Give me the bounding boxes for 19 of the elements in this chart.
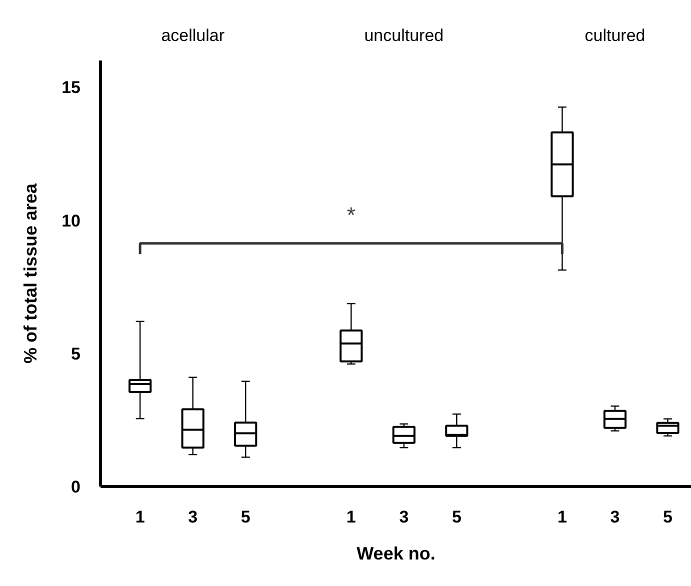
text: cultured	[584, 26, 646, 45]
text: acellular	[161, 26, 225, 45]
x-tick-label: 5	[240, 508, 250, 526]
y-tick-label: 15	[62, 78, 81, 98]
x-tick-label: 1	[557, 508, 567, 526]
annotation: *	[346, 202, 356, 228]
x-tick-label: 5	[663, 508, 672, 526]
x-axis-title: Week no.	[356, 544, 436, 564]
x-tick-label: 1	[135, 508, 145, 526]
y-tick-label: 10	[62, 211, 81, 230]
y-axis-title: % of total tissue area	[20, 182, 41, 364]
x-tick-label: 3	[188, 508, 198, 526]
x-tick-label: 1	[346, 508, 356, 526]
y-tick-label: 0	[71, 478, 81, 496]
x-tick-label: 3	[399, 508, 409, 526]
x-tick-label: 3	[610, 508, 620, 526]
x-tick-label: 5	[452, 508, 462, 526]
y-tick-label: 5	[71, 344, 81, 364]
text: uncultured	[364, 26, 444, 45]
